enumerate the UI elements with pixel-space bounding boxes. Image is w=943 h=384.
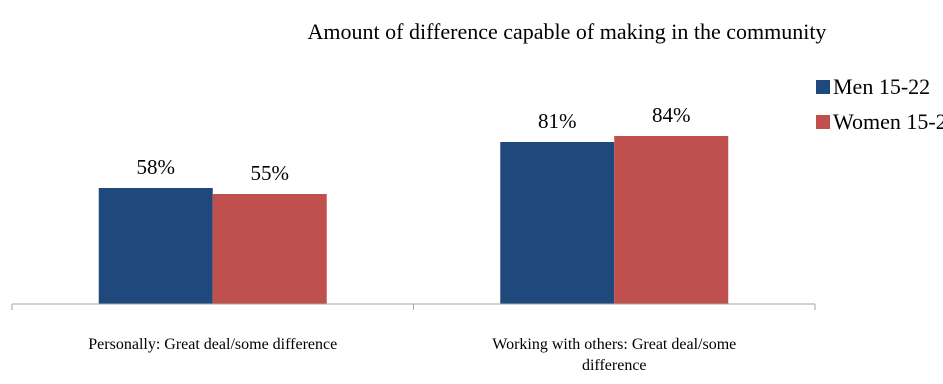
legend-swatch [816, 80, 830, 94]
bar-men-15-22-cat-1 [98, 188, 213, 304]
data-label-men-15-22-cat-1: 58% [137, 155, 176, 179]
bar-men-15-22-cat-2 [500, 142, 615, 304]
category-label-2: Working with others: Great deal/some diff… [492, 336, 736, 374]
bar-women-15-22-cat-1 [212, 194, 327, 304]
legend-label: Men 15-22 [833, 74, 930, 99]
category-label-1: Personally: Great deal/some difference [88, 336, 337, 353]
category-label-line: Personally: Great deal/some difference [88, 336, 337, 353]
bar-women-15-22-cat-2 [614, 136, 729, 304]
chart-title: Amount of difference capable of making i… [308, 19, 827, 44]
data-label-men-15-22-cat-2: 81% [538, 109, 577, 133]
legend-item-women-15-22: Women 15-22 [816, 109, 943, 134]
data-label-women-15-22-cat-2: 84% [652, 103, 691, 127]
data-label-women-15-22-cat-1: 55% [251, 161, 290, 185]
legend-label: Women 15-22 [833, 109, 943, 134]
x-axis: Personally: Great deal/some difference Wo… [11, 303, 816, 374]
category-label-line: difference [582, 357, 647, 374]
legend-swatch [816, 115, 830, 129]
legend-item-men-15-22: Men 15-22 [816, 74, 930, 99]
legend: Men 15-22 Women 15-22 [816, 74, 943, 134]
category-label-line: Working with others: Great deal/some [492, 336, 736, 353]
data-labels-layer: 58% 55% 81% 84% [137, 103, 691, 185]
bars-layer [98, 136, 729, 304]
